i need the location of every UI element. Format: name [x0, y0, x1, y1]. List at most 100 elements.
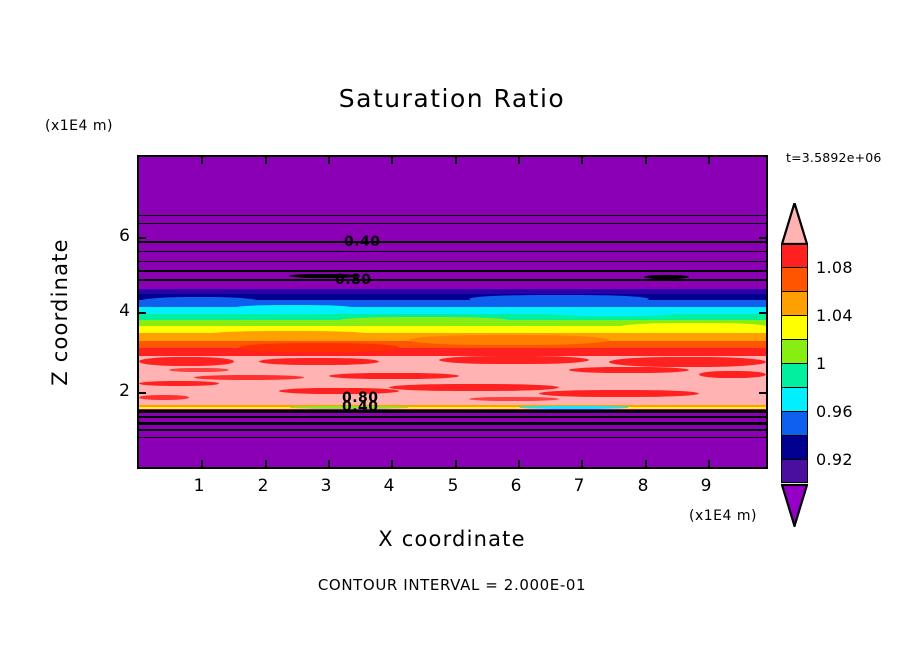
colorbar-segment[interactable] [781, 267, 808, 291]
contour-line [139, 241, 766, 243]
x-axis-title: X coordinate [378, 527, 526, 551]
colorbar-segment[interactable] [781, 435, 808, 459]
layer-lower-subsaturated [139, 409, 766, 467]
x-tick-label: 6 [510, 476, 522, 496]
x-tick [645, 460, 647, 467]
band-undulation [619, 323, 766, 331]
contour-label: 0.40 [342, 399, 379, 415]
colorbar-under-arrow [781, 483, 808, 527]
y-tick-label: 6 [119, 226, 130, 246]
contour-line [139, 416, 766, 418]
red-filament [139, 381, 219, 386]
contour-label: 0.80 [335, 272, 372, 288]
contour-label: 0.80 [342, 390, 379, 406]
time-annotation: t=3.5892e+06 [786, 150, 882, 165]
x-axis-units-label: (x1E4 m) [689, 508, 757, 524]
x-tick-label: 4 [383, 476, 395, 496]
contour-interval-note: CONTOUR INTERVAL = 2.000E-01 [317, 576, 587, 594]
contour-line [139, 422, 766, 425]
colorbar-segment[interactable] [781, 459, 808, 483]
red-filament [329, 373, 459, 379]
band-undulation [339, 317, 509, 324]
colorbar-segment[interactable] [781, 411, 808, 435]
y-tick-label: 4 [119, 301, 130, 321]
band-undulation [229, 305, 359, 313]
x-tick [201, 460, 203, 467]
y-tick [759, 392, 766, 394]
contour-field: 0.40 0.80 0.80 0.40 [139, 157, 766, 467]
layer-core-base-rim [139, 407, 766, 409]
x-tick [708, 157, 710, 164]
y-tick [139, 237, 146, 239]
colorbar-segment[interactable] [781, 243, 808, 267]
y-tick [759, 237, 766, 239]
x-tick [518, 157, 520, 164]
x-tick-label: 5 [447, 476, 459, 496]
red-filament [569, 367, 689, 373]
x-tick-label: 8 [637, 476, 649, 496]
red-filament [139, 357, 234, 366]
contour-line [139, 410, 766, 413]
x-tick [328, 157, 330, 164]
x-tick [518, 460, 520, 467]
band-undulation [139, 297, 259, 306]
red-filament [194, 375, 304, 380]
layer-core-base-rim [139, 405, 766, 408]
red-filament [539, 390, 699, 397]
x-tick [708, 460, 710, 467]
colorbar-tick-label: 0.96 [816, 402, 853, 421]
y-tick-label: 2 [119, 381, 130, 401]
contour-blob [289, 274, 359, 278]
colorbar-segment[interactable] [781, 315, 808, 339]
red-filament [699, 371, 766, 378]
x-tick-label: 2 [257, 476, 269, 496]
band-undulation [409, 335, 609, 345]
contour-label: 0.40 [344, 234, 381, 250]
x-tick [645, 157, 647, 164]
contour-line [139, 261, 766, 262]
band-undulation [199, 331, 379, 340]
colorbar-segment[interactable] [781, 339, 808, 363]
colorbar-tick-label: 1.08 [816, 258, 853, 277]
colorbar-tick-label: 0.92 [816, 450, 853, 469]
colorbar-tick-label: 1.04 [816, 306, 853, 325]
x-tick [455, 157, 457, 164]
colorbar-segment[interactable] [781, 363, 808, 387]
z-axis-units-label: (x1E4 m) [45, 118, 113, 134]
colorbar-segment[interactable] [781, 291, 808, 315]
layer-orangered [139, 341, 766, 349]
y-axis-title: Z coordinate [48, 238, 72, 386]
page-title: Saturation Ratio [338, 84, 566, 113]
contour-line [139, 270, 766, 272]
red-filament [389, 384, 559, 391]
x-tick [455, 460, 457, 467]
contour-line [139, 215, 766, 216]
x-tick [328, 460, 330, 467]
x-tick [201, 157, 203, 164]
red-filament [259, 358, 379, 365]
x-tick [391, 460, 393, 467]
colorbar-segment[interactable] [781, 387, 808, 411]
band-undulation [519, 406, 629, 409]
x-tick-label: 1 [193, 476, 205, 496]
layer-indigo [139, 289, 766, 295]
contour-line [139, 251, 766, 252]
contour-line [139, 223, 766, 224]
red-filament [439, 356, 589, 364]
y-tick [139, 312, 146, 314]
y-tick [139, 392, 146, 394]
red-filament [469, 397, 559, 401]
x-tick [265, 157, 267, 164]
red-filament [139, 395, 189, 400]
colorbar[interactable] [781, 203, 808, 527]
y-tick [759, 312, 766, 314]
contour-line [139, 429, 766, 431]
band-undulation [469, 295, 649, 303]
red-filament [169, 368, 229, 372]
contour-plot-area[interactable]: 0.40 0.80 0.80 0.40 [137, 155, 768, 469]
x-tick [265, 460, 267, 467]
x-tick-label: 3 [320, 476, 332, 496]
band-undulation [239, 343, 399, 352]
layer-navy [139, 294, 766, 301]
x-tick-label: 9 [700, 476, 712, 496]
